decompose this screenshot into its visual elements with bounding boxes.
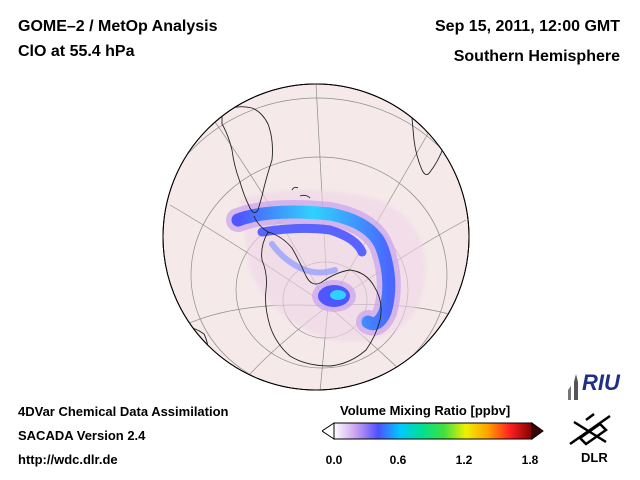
footer-url: http://wdc.dlr.de: [18, 452, 118, 467]
colorbar-gradient: [333, 422, 533, 440]
riu-logo-text: RIU: [582, 370, 620, 395]
dlr-logo-text: DLR: [581, 450, 608, 465]
date-time-label: Sep 15, 2011, 12:00 GMT: [435, 18, 620, 35]
colorbar-left-arrow: [322, 422, 335, 440]
colorbar-tick-3: 1.8: [521, 453, 539, 467]
clo-vortex-field: [226, 200, 401, 336]
colorbar: [322, 422, 544, 440]
hemisphere-label: Southern Hemisphere: [453, 48, 620, 65]
colorbar-right-arrow: [531, 422, 544, 440]
footer-method: 4DVar Chemical Data Assimilation: [18, 404, 229, 419]
colorbar-title: Volume Mixing Ratio [ppbv]: [340, 403, 511, 418]
colorbar-tick-1: 0.6: [389, 453, 407, 467]
colorbar-tick-2: 1.2: [455, 453, 473, 467]
dlr-logo-icon: [569, 413, 611, 446]
page-subtitle: ClO at 55.4 hPa: [18, 43, 135, 60]
page-title: GOME–2 / MetOp Analysis: [18, 18, 218, 35]
footer-version: SACADA Version 2.4: [18, 428, 146, 443]
riu-logo-icon: [568, 374, 578, 400]
colorbar-tick-0: 0.0: [325, 453, 343, 467]
